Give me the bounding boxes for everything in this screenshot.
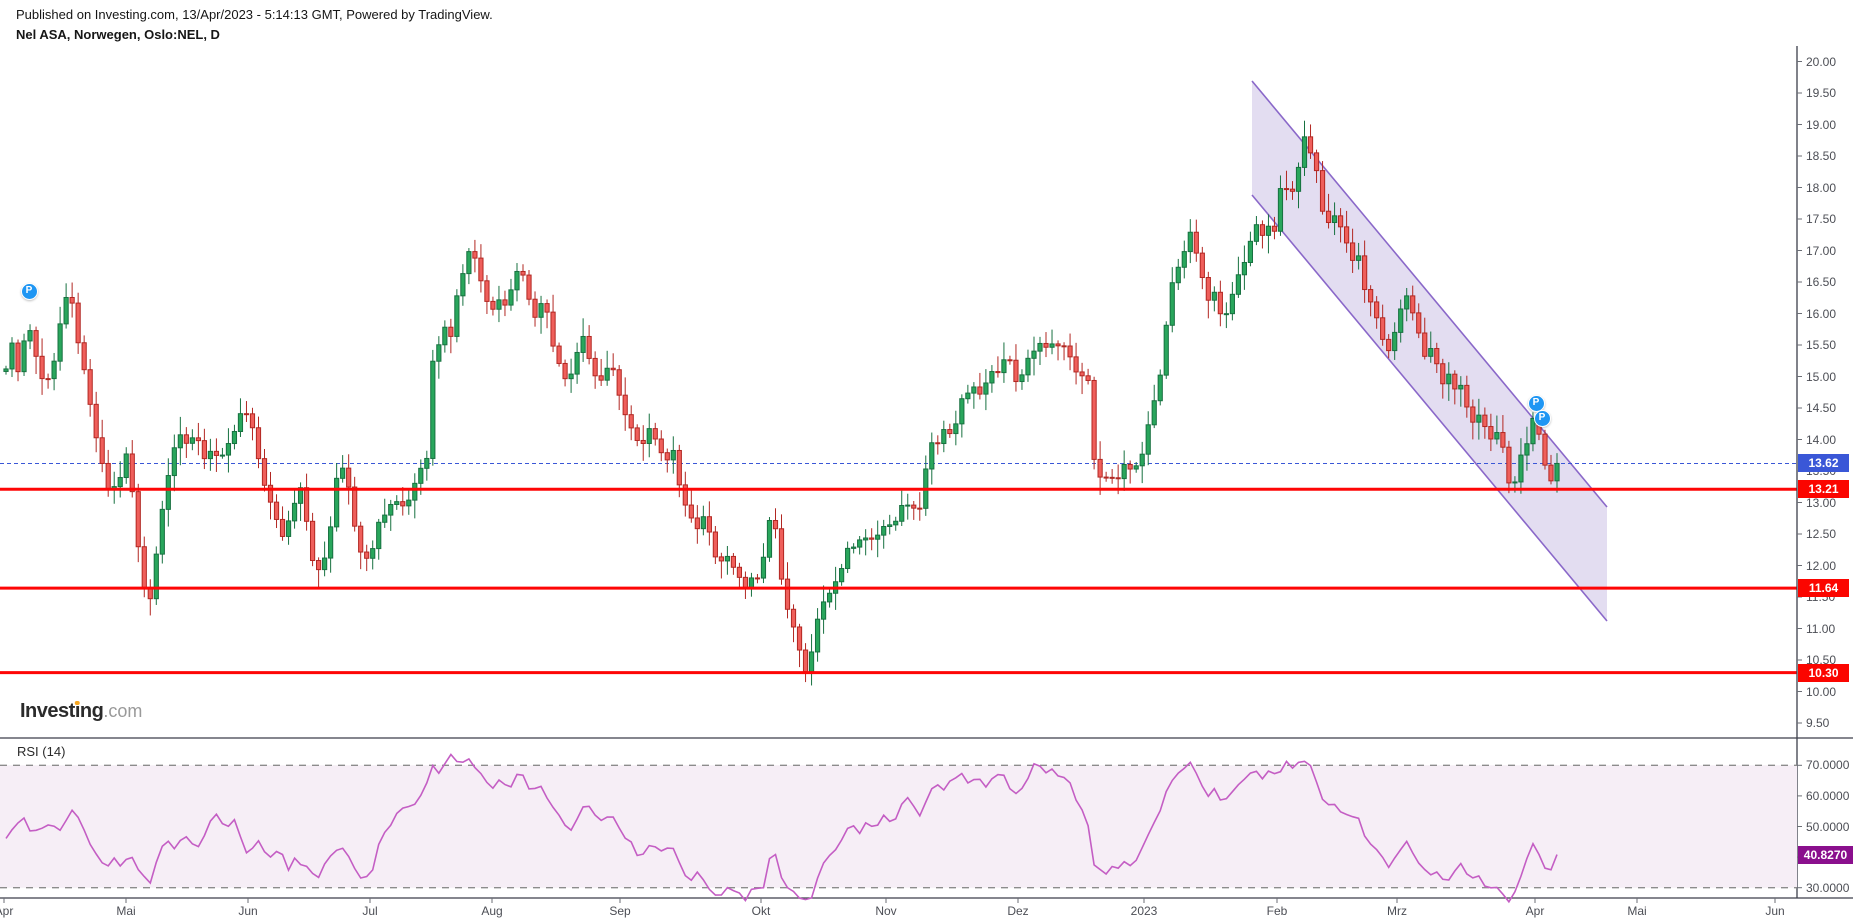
rsi-axis-tick: 50.0000	[1806, 819, 1850, 834]
time-axis-tick: Feb	[1266, 904, 1288, 918]
price-axis-tick: 20.00	[1806, 54, 1837, 69]
price-axis-tick: 14.50	[1806, 401, 1837, 415]
price-axis-tick: 14.00	[1806, 432, 1837, 447]
logo-text-1: Invest	[20, 700, 75, 722]
price-axis-tick: 10.00	[1806, 684, 1837, 699]
level-price-badge: 10.30	[1798, 663, 1849, 682]
price-axis-tick: 16.50	[1806, 275, 1837, 289]
pin-marker: P	[20, 282, 38, 300]
time-axis-tick: Dez	[1007, 904, 1029, 918]
time-axis-tick: Nov	[875, 904, 897, 918]
time-axis-tick: Aug	[481, 904, 503, 918]
time-axis-tick: Okt	[751, 904, 771, 918]
price-axis-tick: 18.50	[1806, 149, 1837, 163]
time-axis-tick: Mai	[1627, 904, 1647, 918]
time-axis-tick: 2023	[1130, 904, 1158, 918]
logo-text-2: ng	[79, 700, 104, 722]
price-axis-tick: 16.00	[1806, 306, 1837, 321]
rsi-axis-tick: 70.0000	[1806, 758, 1850, 773]
current-price-badge: 13.62	[1798, 454, 1849, 473]
investing-logo: Investıng.com	[20, 700, 142, 723]
time-axis-tick: Apr	[0, 904, 14, 918]
price-axis-tick: 19.50	[1806, 86, 1837, 100]
price-axis-tick: 12.00	[1806, 558, 1837, 573]
time-axis-tick: Jun	[1765, 904, 1785, 918]
time-axis-tick: Mai	[116, 904, 136, 918]
price-axis-tick: 18.00	[1806, 180, 1837, 195]
logo-tld: .com	[103, 701, 143, 721]
time-axis-tick: Jul	[362, 904, 378, 918]
instrument-line: Nel ASA, Norwegen, Oslo:NEL, D	[16, 27, 220, 42]
logo-orange-dot-i: ı	[74, 700, 81, 722]
price-axis-tick: 12.50	[1806, 527, 1837, 541]
time-axis-tick: Apr	[1525, 904, 1545, 918]
time-axis-tick: Mrz	[1387, 904, 1407, 918]
price-axis-tick: 11.00	[1806, 621, 1836, 636]
price-axis-tick: 17.00	[1806, 243, 1837, 258]
price-axis-tick: 9.50	[1806, 716, 1830, 730]
rsi-axis-tick: 30.0000	[1806, 880, 1850, 895]
pin-marker: P	[1533, 409, 1551, 427]
price-axis-tick: 13.00	[1806, 495, 1837, 510]
price-axis-tick: 10.50	[1806, 653, 1837, 667]
time-axis-tick: Sep	[609, 904, 631, 918]
rsi-indicator-label: RSI (14)	[17, 744, 66, 759]
level-price-badge: 13.21	[1798, 480, 1849, 499]
price-axis-tick: 19.00	[1806, 117, 1837, 132]
price-axis-tick: 17.50	[1806, 212, 1837, 226]
level-price-badge: 11.64	[1798, 579, 1849, 598]
pin-marker: P	[1527, 394, 1545, 412]
price-axis-tick: 15.00	[1806, 369, 1837, 384]
rsi-axis-tick: 60.0000	[1806, 788, 1850, 803]
price-axis-tick: 15.50	[1806, 338, 1837, 352]
time-axis-tick: Jun	[238, 904, 258, 918]
published-line: Published on Investing.com, 13/Apr/2023 …	[16, 7, 493, 22]
rsi-value-badge: 40.8270	[1798, 845, 1853, 864]
